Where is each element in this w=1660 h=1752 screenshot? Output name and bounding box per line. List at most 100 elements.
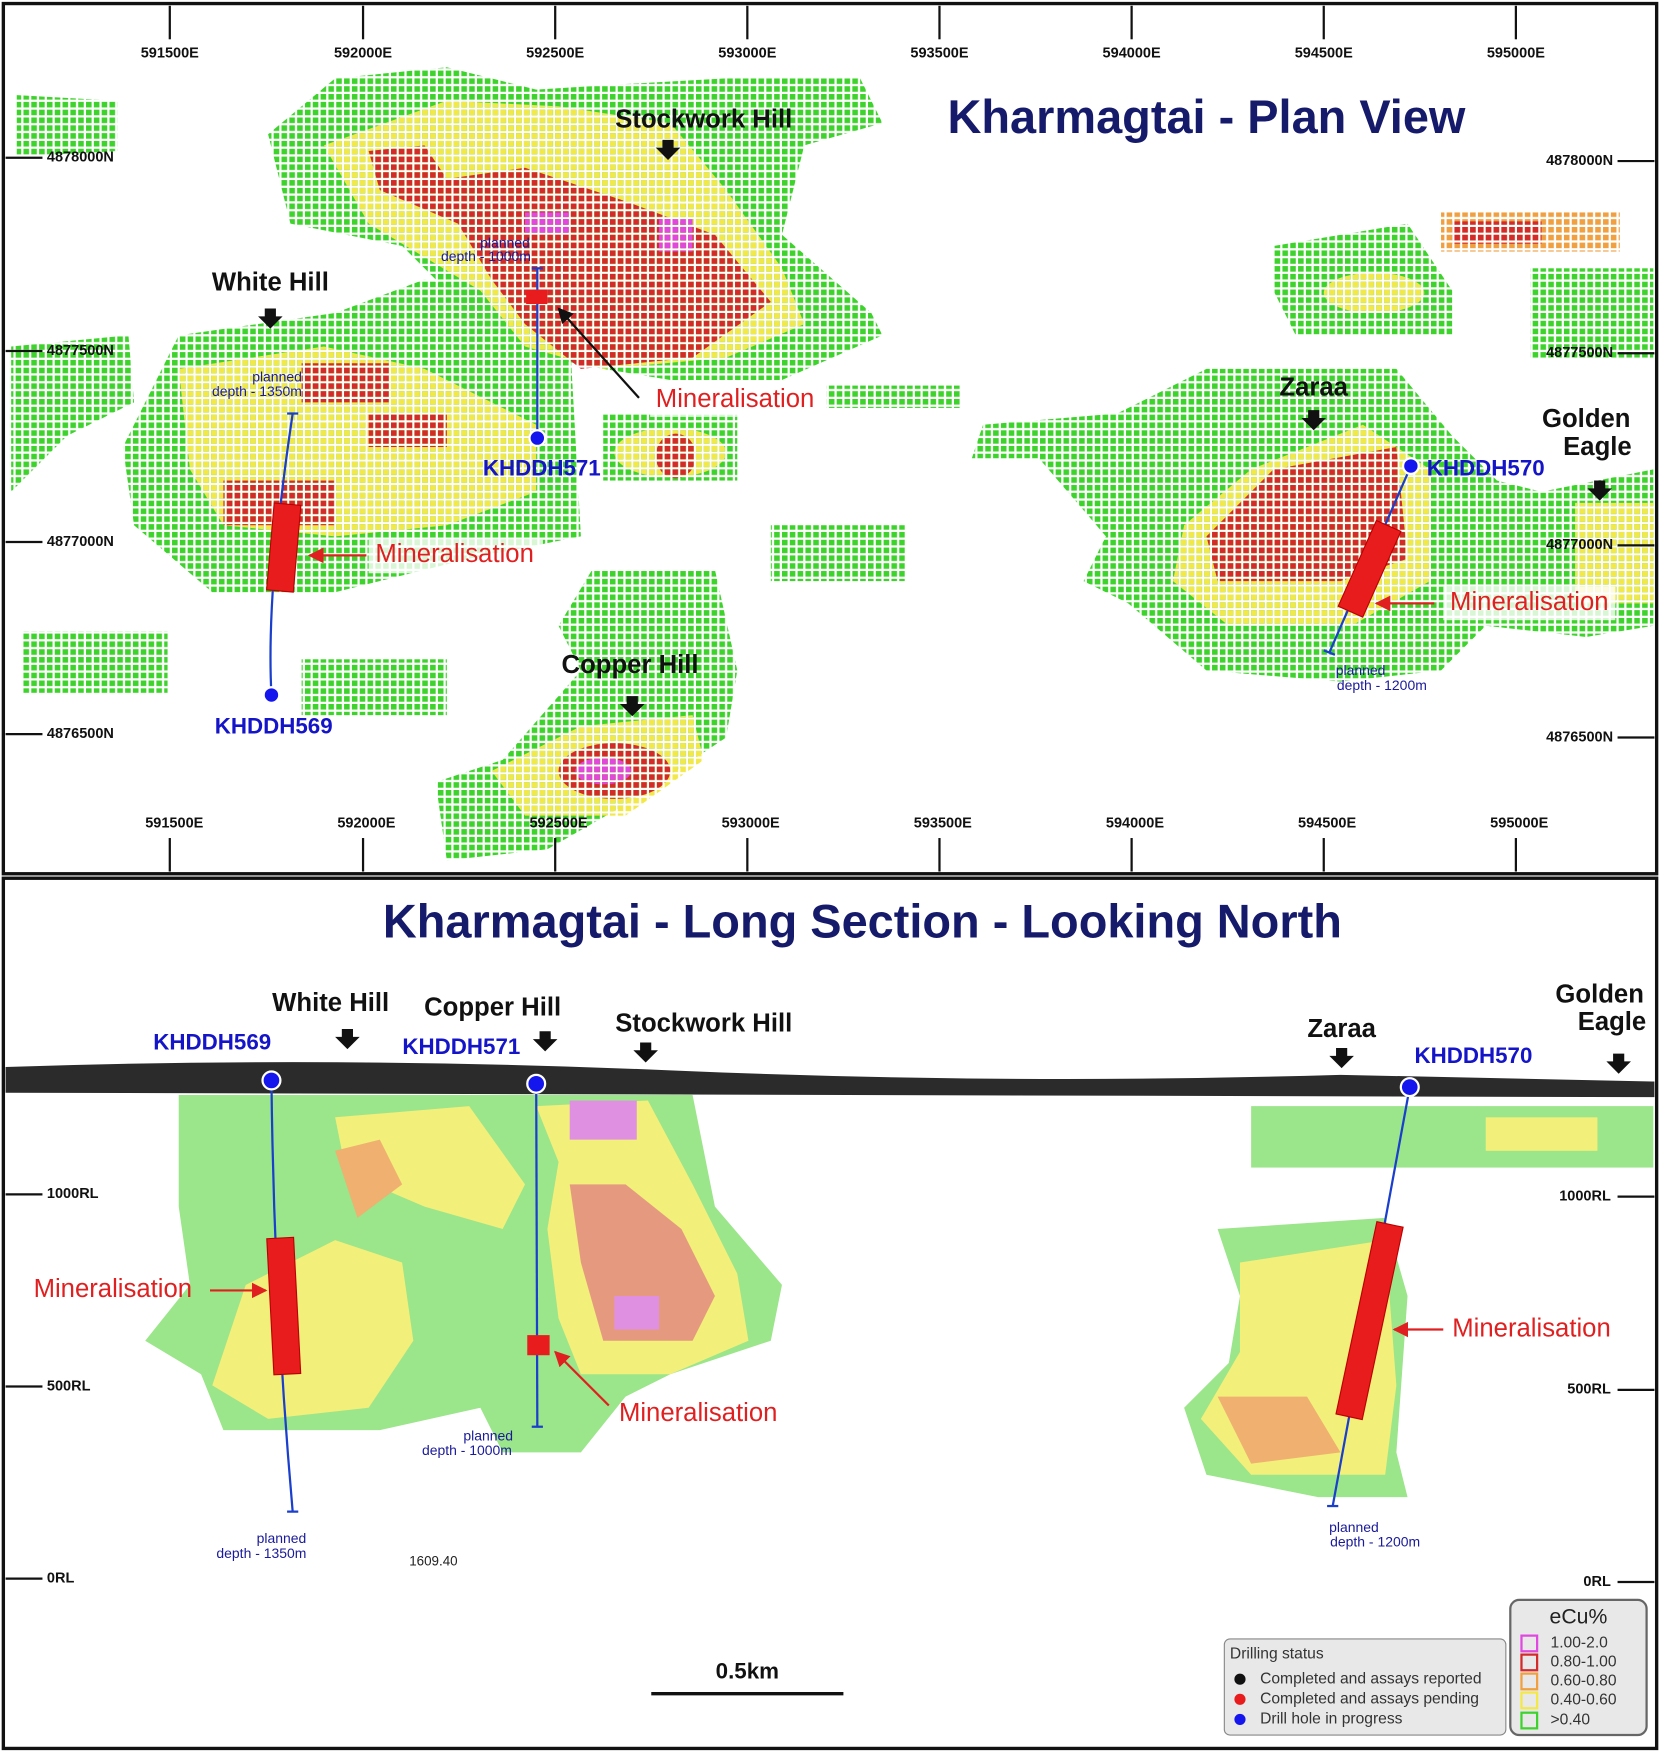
legend-drilling-status-part xyxy=(1234,1713,1246,1725)
plan-mineralisation-part xyxy=(650,383,820,417)
label: depth - 1200m xyxy=(1337,677,1427,693)
plan-anomalies-part xyxy=(1323,272,1425,313)
plan-anomalies-part xyxy=(525,212,570,235)
section-anomalies-part xyxy=(569,1100,637,1140)
plan-drill-holes-part xyxy=(265,502,302,593)
legend-drilling-status-part xyxy=(1234,1693,1246,1705)
label: Mineralisation xyxy=(1452,1314,1610,1342)
label: 4877500N xyxy=(47,343,114,359)
label: 591500E xyxy=(145,815,203,831)
section-mineralisation-part xyxy=(554,1350,610,1407)
legend-drilling-status-part xyxy=(1234,1673,1246,1685)
label: Drilling status xyxy=(1230,1646,1324,1663)
label: 500RL xyxy=(47,1378,91,1394)
plan-title: Kharmagtai - Plan View xyxy=(948,91,1466,143)
label: Mineralisation xyxy=(656,385,814,413)
plan-anomalies-part xyxy=(770,525,905,582)
label: 592000E xyxy=(334,46,392,62)
label: Golden xyxy=(1542,405,1630,433)
section-drill-holes-part xyxy=(527,1335,550,1356)
label: 592500E xyxy=(526,46,584,62)
section-drill-holes-part xyxy=(1335,1220,1404,1421)
label: Eagle xyxy=(1563,433,1632,461)
label: 4878000N xyxy=(1546,153,1613,169)
label: Mineralisation xyxy=(375,540,533,568)
label: Zaraa xyxy=(1279,374,1348,402)
plan-northings: 4878000N 4877500N 4877000N 4876500N 4878000… xyxy=(47,150,1613,746)
legend-ecu-part xyxy=(1509,1598,1648,1737)
label: planned xyxy=(257,1530,307,1546)
label: 4877000N xyxy=(47,534,114,550)
label: Mineralisation xyxy=(619,1399,777,1427)
label: planned xyxy=(1329,1519,1379,1535)
section-anomalies-part xyxy=(1217,1396,1341,1464)
label: 4877000N xyxy=(1546,537,1613,553)
label: Copper Hill xyxy=(424,994,561,1022)
label: KHDDH569 xyxy=(215,713,333,738)
label: 0RL xyxy=(1583,1574,1611,1590)
plan-ticks xyxy=(5,5,1655,872)
label: 0.40-0.60 xyxy=(1551,1692,1617,1709)
label: White Hill xyxy=(212,269,329,297)
label: 500RL xyxy=(1567,1382,1611,1398)
label: White Hill xyxy=(272,989,389,1017)
label: planned xyxy=(1336,662,1386,678)
plan-anomalies-part xyxy=(1452,221,1542,244)
section-title: Kharmagtai - Long Section - Looking Nort… xyxy=(383,896,1342,948)
label: Stockwork Hill xyxy=(615,1009,792,1037)
plan-mineralisation-part xyxy=(557,307,640,399)
section-mineralisation: Mineralisation Mineralisation Mineralisa… xyxy=(34,1275,1611,1427)
label: planned xyxy=(480,234,530,250)
label: 595000E xyxy=(1490,815,1548,831)
label: 1000RL xyxy=(1559,1188,1611,1204)
label: 1000RL xyxy=(47,1186,99,1202)
label: depth - 1200m xyxy=(1330,1534,1420,1550)
label: depth - 1350m xyxy=(216,1545,306,1561)
label: KHDDH569 xyxy=(153,1029,271,1054)
label: 595000E xyxy=(1487,46,1545,62)
label: depth - 1350m xyxy=(212,383,302,399)
label: 594500E xyxy=(1298,815,1356,831)
label: 0.80-1.00 xyxy=(1551,1654,1617,1671)
label: Stockwork Hill xyxy=(615,106,792,134)
label: planned xyxy=(252,368,302,384)
label: 594000E xyxy=(1106,815,1164,831)
label: Eagle xyxy=(1578,1008,1647,1036)
label: Mineralisation xyxy=(34,1275,192,1303)
label: 592500E xyxy=(529,815,587,831)
plan-anomalies-part xyxy=(659,218,693,252)
label: >0.40 xyxy=(1551,1712,1591,1729)
section-features: White Hill Copper Hill Stockwork Hill Za… xyxy=(272,980,1647,1074)
legend-ecu: eCu% 1.00-2.0 0.80-1.00 0.60-0.80 0.40-0… xyxy=(1509,1598,1648,1737)
label: 593500E xyxy=(914,815,972,831)
label: Completed and assays pending xyxy=(1260,1690,1479,1707)
plan-anomalies-part xyxy=(826,385,961,408)
plan-anomalies-part xyxy=(368,413,447,448)
legend-ecu-part xyxy=(1520,1711,1539,1730)
plan-anomalies-part xyxy=(22,631,168,693)
plan-anomalies-part xyxy=(368,145,771,369)
plan-drill-holes-part xyxy=(528,429,547,448)
label: 593000E xyxy=(718,46,776,62)
plan-drill-holes-part xyxy=(1401,457,1420,475)
label: Completed and assays reported xyxy=(1260,1670,1481,1687)
label: 594000E xyxy=(1103,46,1161,62)
label: 0RL xyxy=(47,1570,75,1586)
label: eCu% xyxy=(1550,1605,1608,1628)
plan-drill-holes-part xyxy=(1337,519,1402,618)
label: KHDDH570 xyxy=(1415,1043,1533,1068)
label: 591500E xyxy=(141,46,199,62)
plan-eastings: 591500E 592000E 592500E 593000E 593500E 59400… xyxy=(141,46,1549,832)
section-drill-holes-part xyxy=(261,1070,282,1091)
section-drill-holes-part xyxy=(1399,1077,1420,1098)
legend-drilling-status: Drilling status Completed and assays rep… xyxy=(1223,1638,1507,1736)
label: Drill hole in progress xyxy=(1260,1711,1403,1728)
label: 0.5km xyxy=(716,1658,779,1683)
section-rl: 1000RL 500RL 0RL 1000RL 500RL 0RL xyxy=(5,1186,1655,1590)
label: 594500E xyxy=(1295,46,1353,62)
label: 1.00-2.0 xyxy=(1551,1635,1609,1652)
